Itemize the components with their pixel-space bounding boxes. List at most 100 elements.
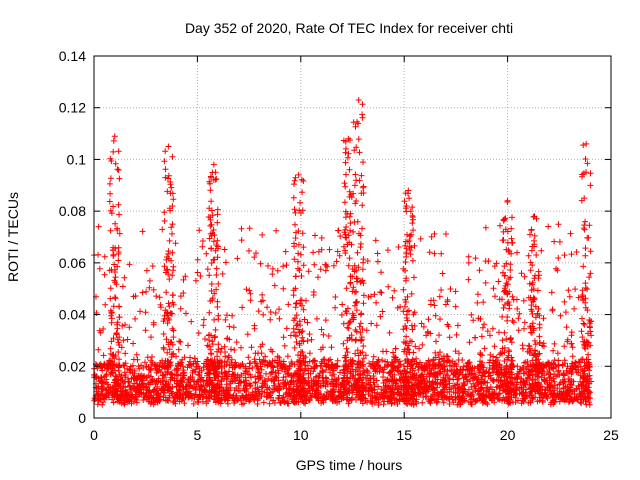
data-point bbox=[311, 364, 318, 371]
data-point bbox=[260, 311, 267, 318]
data-point bbox=[583, 376, 590, 383]
data-point bbox=[342, 250, 349, 256]
data-point bbox=[529, 262, 536, 269]
data-point bbox=[114, 321, 120, 328]
data-point bbox=[347, 220, 354, 227]
data-point bbox=[358, 172, 365, 179]
data-point bbox=[252, 379, 259, 385]
data-point bbox=[102, 386, 109, 393]
data-point bbox=[475, 291, 481, 298]
data-point bbox=[582, 398, 589, 405]
data-point bbox=[161, 312, 168, 319]
data-point bbox=[108, 158, 115, 164]
data-point bbox=[154, 390, 161, 397]
data-point bbox=[262, 353, 269, 360]
data-point bbox=[353, 307, 360, 314]
data-point bbox=[534, 379, 541, 386]
data-point bbox=[515, 327, 522, 334]
data-point bbox=[497, 350, 504, 356]
data-point bbox=[553, 265, 559, 272]
y-axis-label: ROTI / TECUs bbox=[5, 192, 21, 282]
data-point bbox=[420, 375, 427, 382]
data-point bbox=[238, 225, 245, 232]
data-point bbox=[380, 374, 386, 380]
data-point bbox=[242, 374, 249, 381]
data-point bbox=[110, 399, 117, 406]
data-point bbox=[170, 334, 177, 341]
data-point bbox=[561, 397, 568, 403]
data-point bbox=[335, 392, 342, 399]
data-point bbox=[500, 383, 507, 389]
data-point bbox=[373, 377, 380, 384]
data-point bbox=[164, 188, 171, 195]
data-point bbox=[165, 300, 172, 307]
data-point bbox=[115, 257, 122, 264]
data-point bbox=[315, 248, 322, 255]
data-point bbox=[359, 277, 366, 284]
data-point bbox=[438, 287, 445, 293]
data-point bbox=[373, 360, 380, 367]
data-point bbox=[460, 389, 467, 395]
data-point bbox=[416, 382, 423, 389]
data-point bbox=[265, 375, 272, 382]
data-point bbox=[194, 256, 201, 263]
data-point bbox=[555, 221, 562, 228]
data-point bbox=[525, 363, 532, 370]
data-point bbox=[390, 349, 396, 356]
data-point bbox=[491, 343, 498, 350]
data-point bbox=[116, 211, 123, 218]
data-point bbox=[503, 336, 510, 342]
data-point bbox=[550, 397, 557, 404]
data-point bbox=[352, 171, 359, 178]
data-point bbox=[256, 369, 263, 376]
data-point bbox=[276, 386, 283, 393]
data-point bbox=[210, 256, 217, 263]
data-point bbox=[199, 238, 206, 244]
data-point bbox=[411, 322, 418, 329]
data-point bbox=[450, 389, 457, 396]
data-point bbox=[281, 380, 288, 387]
data-point bbox=[561, 252, 568, 259]
data-point bbox=[240, 363, 247, 370]
data-point bbox=[377, 313, 384, 320]
data-point bbox=[94, 401, 101, 408]
data-point bbox=[214, 219, 221, 226]
data-point bbox=[167, 339, 174, 346]
data-point bbox=[121, 397, 127, 404]
data-point bbox=[379, 308, 386, 315]
data-point bbox=[96, 327, 103, 334]
data-point bbox=[108, 210, 115, 217]
data-point bbox=[581, 321, 588, 328]
data-point bbox=[401, 348, 407, 355]
data-point bbox=[148, 334, 154, 341]
data-point bbox=[185, 342, 191, 349]
data-point bbox=[536, 321, 543, 328]
data-point bbox=[199, 398, 206, 405]
data-point bbox=[272, 310, 279, 316]
data-point bbox=[200, 316, 207, 323]
data-point bbox=[229, 312, 236, 319]
data-point bbox=[293, 300, 300, 306]
data-point bbox=[402, 323, 409, 329]
data-point bbox=[579, 287, 586, 294]
data-point bbox=[577, 363, 584, 370]
data-point bbox=[291, 381, 297, 387]
data-point bbox=[532, 394, 539, 401]
data-point bbox=[532, 314, 539, 321]
data-point bbox=[486, 359, 493, 366]
data-point bbox=[263, 394, 270, 401]
data-point bbox=[196, 372, 203, 379]
data-point bbox=[463, 374, 470, 381]
data-point bbox=[165, 143, 172, 150]
data-point bbox=[345, 150, 352, 157]
data-point bbox=[296, 376, 303, 383]
data-point bbox=[303, 397, 310, 404]
data-point bbox=[129, 362, 136, 369]
data-point bbox=[145, 380, 152, 387]
data-point bbox=[525, 294, 532, 301]
data-point bbox=[281, 398, 288, 405]
data-point bbox=[359, 326, 366, 332]
data-point bbox=[407, 400, 413, 407]
data-point bbox=[179, 379, 186, 386]
